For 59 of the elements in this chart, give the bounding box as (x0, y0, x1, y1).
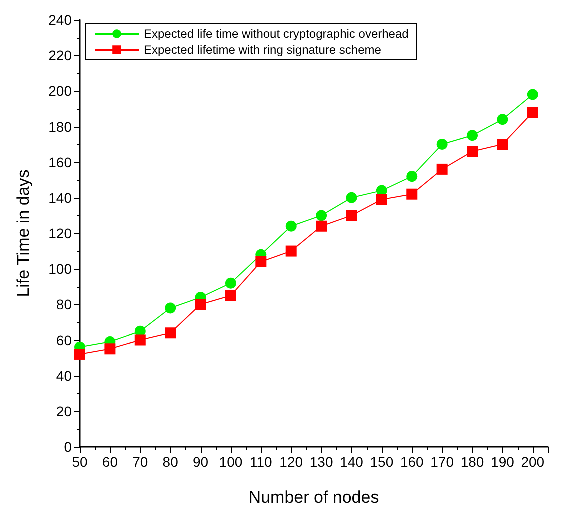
point (406, 171, 418, 182)
y-axis-title: Life Time in days (14, 170, 33, 298)
x-tick-label: 80 (162, 454, 179, 470)
y-tick-label: 40 (56, 368, 72, 384)
legend-label: Expected lifetime with ring signature scheme (144, 43, 382, 57)
point (527, 107, 538, 118)
x-axis-title: Number of nodes (248, 488, 380, 507)
y-tick-label: 160 (48, 154, 72, 170)
y-tick-label: 180 (48, 118, 72, 135)
point (165, 302, 176, 314)
point (346, 210, 358, 222)
x-tick-label: 140 (340, 454, 364, 470)
y-tick-label: 60 (56, 332, 72, 348)
x-tick-label: 100 (219, 454, 243, 470)
point (497, 114, 508, 126)
point (316, 210, 328, 222)
point (225, 290, 236, 302)
point (316, 220, 328, 232)
point (527, 89, 538, 100)
y-tick-label: 200 (48, 83, 72, 100)
point (286, 220, 297, 232)
x-tick-label: 200 (521, 454, 545, 470)
point (436, 164, 448, 175)
y-tick-label: 20 (56, 403, 72, 420)
x-tick-label: 90 (192, 454, 209, 470)
point (74, 348, 86, 360)
y-tick-label: 140 (48, 190, 72, 206)
point (346, 192, 358, 204)
x-tick-label: 130 (310, 454, 334, 470)
point (134, 334, 146, 346)
point (225, 278, 236, 289)
point (467, 130, 478, 142)
x-tick-label: 150 (370, 454, 394, 470)
y-tick-label: 100 (48, 261, 72, 278)
point (376, 194, 388, 206)
point (104, 344, 116, 355)
point (406, 188, 418, 200)
y-tick-label: 0 (64, 439, 72, 455)
x-tick-label: 170 (430, 454, 454, 470)
x-tick-label: 60 (102, 454, 118, 470)
point (195, 299, 206, 310)
y-tick-label: 120 (48, 226, 72, 242)
point (497, 139, 508, 150)
x-tick-label: 70 (132, 454, 148, 470)
point (256, 256, 267, 268)
y-tick-label: 240 (48, 12, 72, 28)
point (436, 139, 448, 150)
legend-label: Expected life time without cryptographic overhead (144, 27, 409, 41)
point (165, 328, 176, 339)
point (467, 146, 478, 158)
x-tick-label: 110 (250, 454, 273, 470)
y-tick-label: 80 (56, 296, 72, 313)
x-tick-label: 120 (280, 454, 304, 470)
x-tick-label: 160 (400, 454, 424, 470)
y-tick-label: 220 (48, 48, 72, 64)
x-tick-label: 180 (460, 454, 484, 470)
x-tick-label: 50 (72, 454, 88, 470)
point (286, 246, 297, 257)
x-tick-label: 190 (491, 454, 515, 470)
